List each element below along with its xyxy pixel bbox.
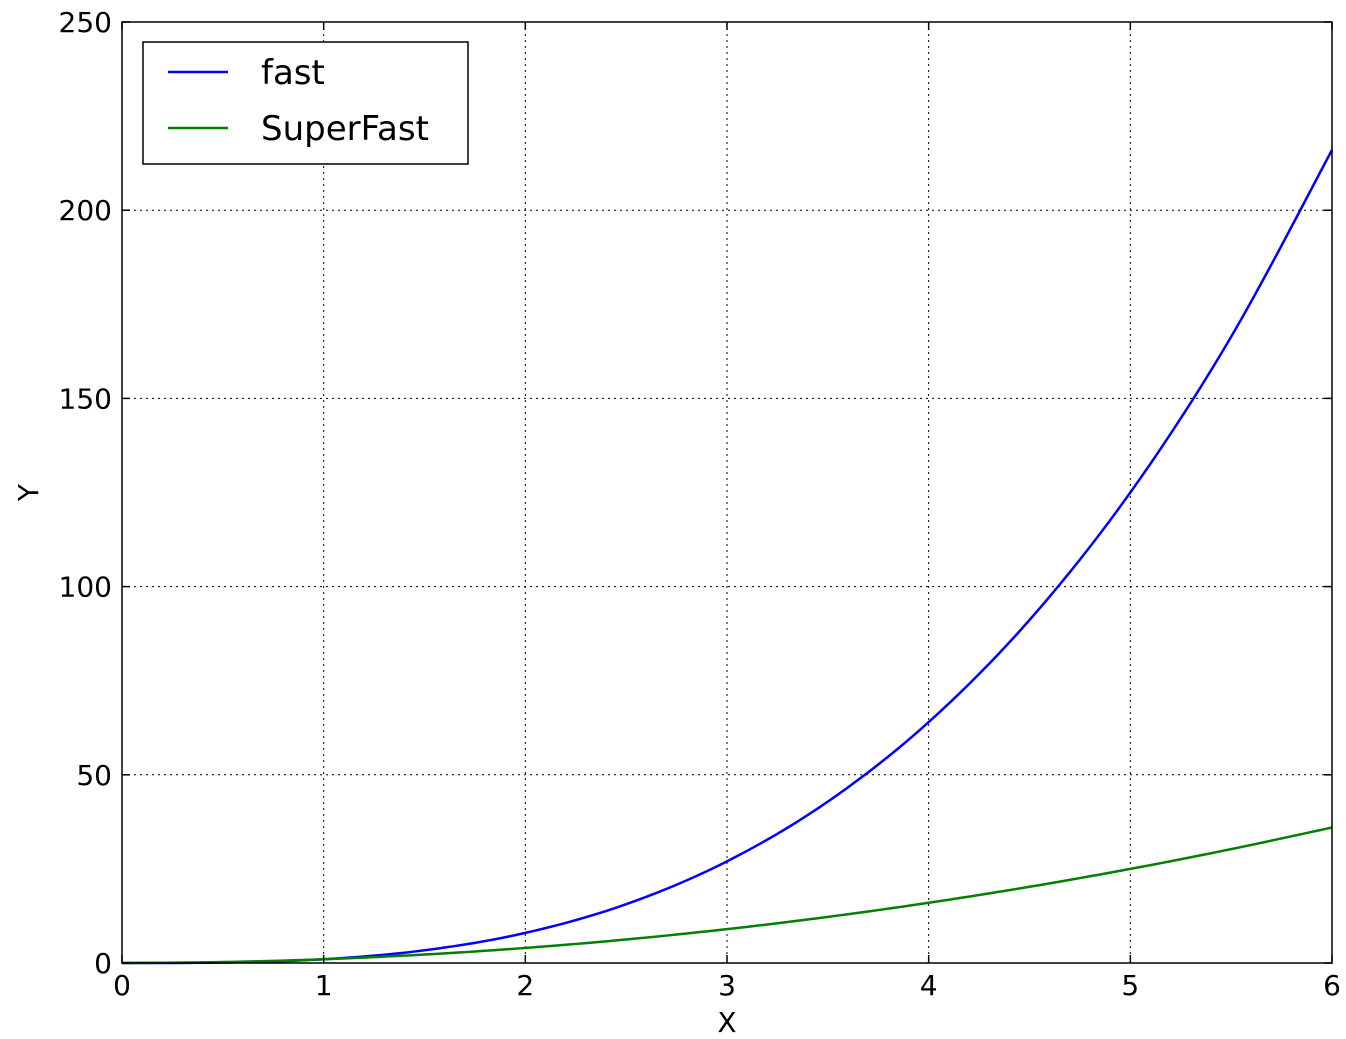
- legend-label: fast: [261, 53, 325, 93]
- y-tick-label: 200: [59, 194, 112, 227]
- legend-box: [142, 41, 469, 165]
- x-axis-label: X: [717, 1006, 736, 1039]
- x-tick-label: 0: [113, 969, 131, 1002]
- y-tick-label: 100: [59, 571, 112, 604]
- y-tick-label: 150: [59, 382, 112, 415]
- y-tick-label: 250: [59, 6, 112, 39]
- x-tick-label: 6: [1323, 969, 1341, 1002]
- x-tick-label: 2: [516, 969, 534, 1002]
- y-tick-label: 0: [94, 947, 112, 980]
- x-tick-label: 4: [920, 969, 938, 1002]
- x-tick-label: 5: [1121, 969, 1139, 1002]
- legend: fast SuperFast: [142, 41, 469, 165]
- legend-label: SuperFast: [261, 109, 429, 149]
- x-tick-label: 3: [718, 969, 736, 1002]
- grid: [122, 22, 1332, 963]
- axis-ticks: 0 1 2 3 4 5 6 0 50 100 150 200 250: [59, 6, 1341, 1002]
- y-axis-label: Y: [12, 483, 45, 502]
- y-tick-label: 50: [76, 759, 112, 792]
- x-tick-label: 1: [315, 969, 333, 1002]
